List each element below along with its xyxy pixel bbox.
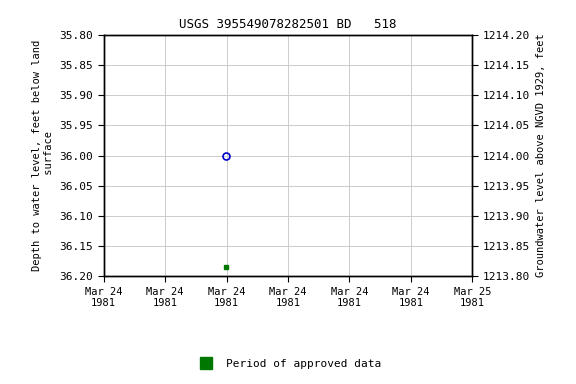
Y-axis label: Depth to water level, feet below land
 surface: Depth to water level, feet below land su…: [32, 40, 54, 271]
Legend: Period of approved data: Period of approved data: [191, 354, 385, 374]
Title: USGS 395549078282501 BD   518: USGS 395549078282501 BD 518: [179, 18, 397, 31]
Y-axis label: Groundwater level above NGVD 1929, feet: Groundwater level above NGVD 1929, feet: [536, 34, 545, 277]
